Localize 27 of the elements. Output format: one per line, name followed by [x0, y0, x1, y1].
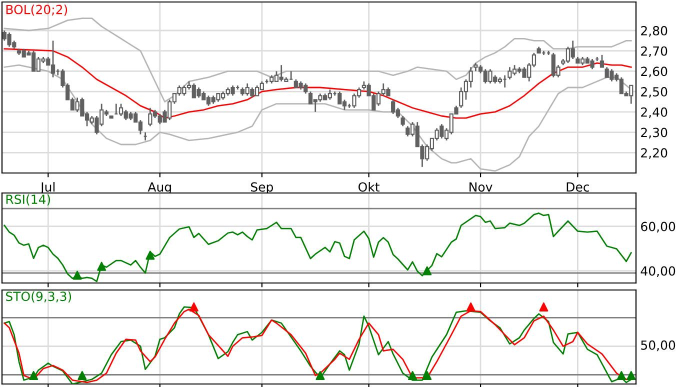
- y-tick-label: 60,00: [641, 222, 676, 233]
- point: [146, 250, 155, 260]
- point: [422, 266, 432, 276]
- y-tick-label: 2,80: [641, 26, 668, 37]
- line-series: [4, 64, 632, 172]
- x-tick-label: Okt: [358, 182, 380, 192]
- chart-title: BOL(20;2): [6, 4, 68, 16]
- candlestick: [400, 115, 405, 127]
- x-tick-label: Sep: [250, 182, 274, 194]
- y-tick-label: 2,60: [641, 66, 668, 78]
- chart-title: RSI(14): [6, 194, 50, 206]
- candlestick: [600, 54, 604, 68]
- line-series: [4, 48, 632, 119]
- y-tick-label: 40,00: [640, 266, 676, 277]
- x-tick-label: Dec: [566, 182, 590, 192]
- point: [97, 262, 106, 271]
- chart-title: STO(9,3,3): [6, 291, 72, 303]
- text: 50,00: [641, 340, 676, 352]
- y-tick-label: 2,40: [641, 107, 668, 118]
- y-tick-label: 2,20: [641, 148, 668, 159]
- line-series: [4, 18, 632, 102]
- x-tick-label: Nov: [470, 182, 492, 192]
- line-series: [4, 212, 632, 282]
- point: [72, 270, 82, 280]
- y-tick-label: 2,50: [641, 87, 668, 98]
- y-tick-label: 2,30: [641, 128, 668, 138]
- y-tick-label: 2,70: [641, 46, 668, 58]
